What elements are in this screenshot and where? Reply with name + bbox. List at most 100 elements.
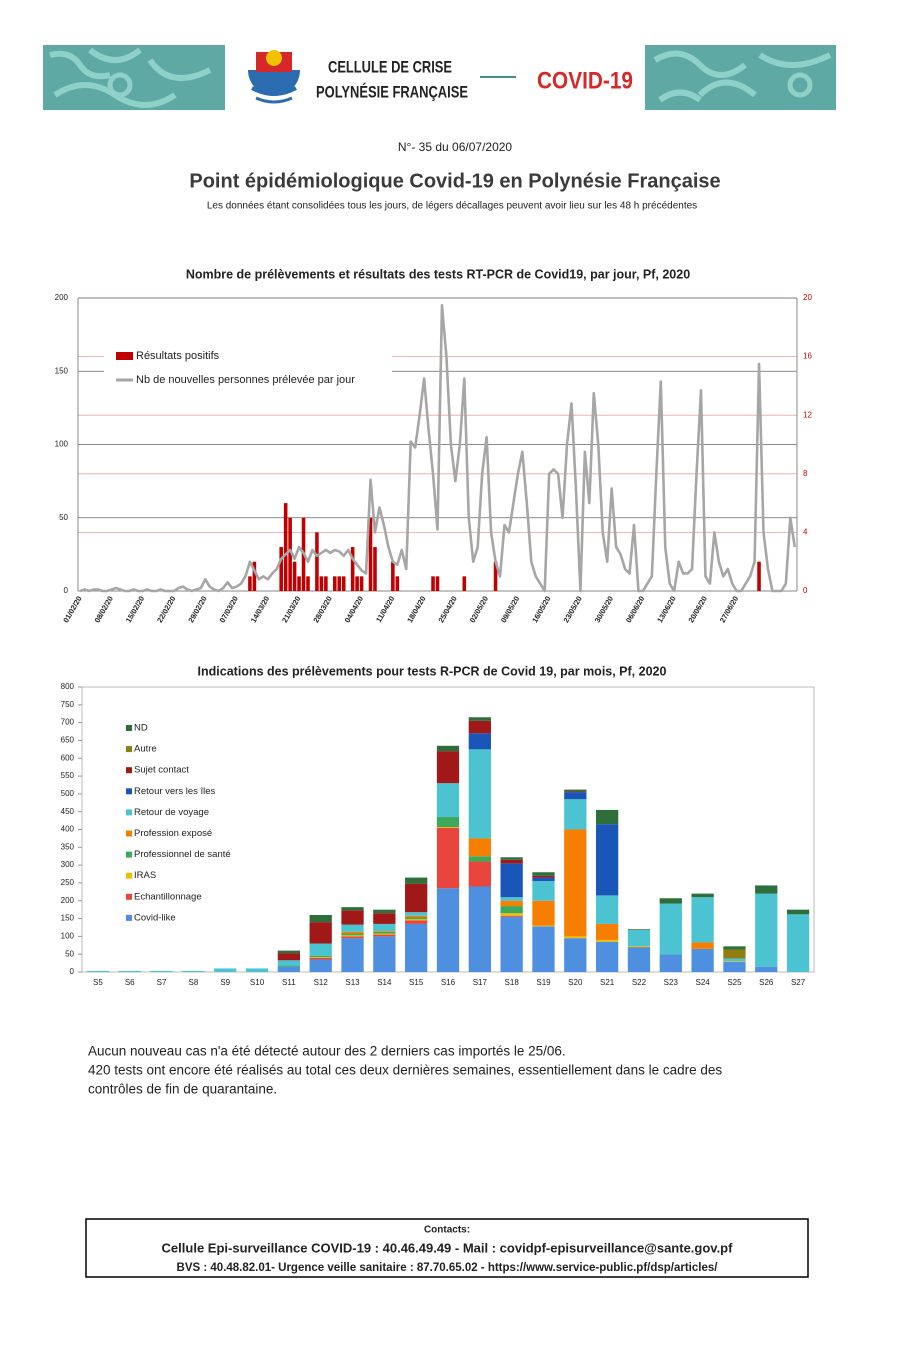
x-tick-label: S9 <box>220 978 230 987</box>
x-tick-label: S5 <box>93 978 103 987</box>
bar-segment <box>532 900 555 926</box>
bar-segment <box>564 938 587 972</box>
bar <box>368 517 373 591</box>
bar-segment <box>723 962 746 972</box>
bar-segment <box>786 909 810 915</box>
bar <box>359 576 364 591</box>
bar-segment <box>595 941 619 972</box>
line <box>79 304 797 593</box>
header-line-2: POLYNÉSIE FRANÇAISE <box>316 82 468 101</box>
bar-segment <box>436 745 460 752</box>
bar-segment <box>500 900 523 907</box>
bar <box>248 576 252 591</box>
x-tick-label: S25 <box>727 978 742 987</box>
bar <box>373 547 377 591</box>
bar-segment <box>468 720 491 734</box>
bar <box>341 576 346 591</box>
bar-segment <box>500 859 523 864</box>
bulletin-number: N°- 35 du 06/07/2020 <box>398 140 513 154</box>
legend-swatch <box>126 914 132 921</box>
bar <box>337 576 342 591</box>
legend-label: Echantillonnage <box>134 891 202 902</box>
header-line-1: CELLULE DE CRISE <box>328 57 452 76</box>
bar-segment <box>405 912 428 916</box>
bar-segment <box>309 915 332 923</box>
bar-segment <box>755 893 778 967</box>
bar-segment <box>691 897 714 943</box>
bar-segment <box>500 863 523 898</box>
contacts-heading: Contacts: <box>424 1225 470 1236</box>
bar-segment <box>277 960 301 966</box>
x-tick-label: S22 <box>632 978 647 987</box>
bar-segment <box>309 957 332 958</box>
bar-segment <box>277 950 301 954</box>
y-tick-label: 100 <box>55 440 69 449</box>
contacts-line: BVS : 40.48.82.01- Urgence veille sanita… <box>177 1262 719 1274</box>
chart-title: Indications des prélèvements pour tests … <box>198 664 667 678</box>
bar-segment <box>245 968 269 972</box>
body-text: 420 tests ont encore été réalisés au tot… <box>88 1063 722 1078</box>
legend-label: Professionnel de santé <box>134 849 231 860</box>
y-tick-label: 600 <box>61 753 75 762</box>
legend-swatch <box>126 830 132 837</box>
x-tick-label: S15 <box>409 978 424 987</box>
bar-segment <box>86 970 110 972</box>
y-tick-label: 400 <box>61 825 75 834</box>
x-tick-label: S6 <box>125 978 135 987</box>
bar-segment <box>532 925 555 927</box>
bar-segment <box>532 872 555 876</box>
legend-label: Autre <box>134 744 157 755</box>
bar-segment <box>691 893 714 898</box>
bar-segment <box>309 943 332 956</box>
bar-segment <box>373 923 396 932</box>
header-pattern-right <box>645 45 836 110</box>
x-tick-label: S7 <box>157 978 167 987</box>
bar-segment <box>755 885 778 894</box>
bar-segment <box>405 883 428 913</box>
bar-segment <box>532 926 555 972</box>
y-tick-label: 150 <box>55 366 69 375</box>
bar-segment <box>341 933 364 936</box>
bar <box>435 576 440 591</box>
bar-segment <box>468 733 491 750</box>
bar-segment <box>373 934 396 937</box>
bar-segment <box>341 907 364 911</box>
bar-segment <box>500 916 523 972</box>
bar-segment <box>405 915 428 918</box>
y-tick-label: 800 <box>61 682 75 691</box>
legend-swatch <box>126 893 132 900</box>
y-tick-label: 450 <box>61 807 75 816</box>
y-tick-label: 500 <box>61 789 75 798</box>
bar-segment <box>500 897 523 901</box>
y-tick-label: 700 <box>61 718 75 727</box>
x-tick-label: S27 <box>791 978 806 987</box>
bar <box>306 576 310 591</box>
bar-segment <box>468 838 491 857</box>
bar-segment <box>405 877 428 884</box>
bar-segment <box>405 917 428 920</box>
bar-segment <box>786 914 810 972</box>
legend-label: IRAS <box>134 870 156 881</box>
bar-segment <box>373 931 396 932</box>
bar-segment <box>500 906 523 914</box>
bar <box>462 576 467 591</box>
x-tick-label: S18 <box>505 978 520 987</box>
legend-swatch <box>126 788 132 795</box>
legend-label: Retour vers les îles <box>134 786 216 797</box>
bar-segment <box>182 970 205 972</box>
bar-segment <box>118 970 141 972</box>
bar-segment <box>341 936 364 939</box>
bar-segment <box>373 936 396 972</box>
x-tick-label: S19 <box>536 978 551 987</box>
y2-tick-label: 20 <box>803 293 812 302</box>
legend-swatch <box>116 352 133 360</box>
legend-label: Retour de voyage <box>134 807 209 818</box>
x-tick-label: S23 <box>664 978 679 987</box>
bar-segment <box>468 861 491 887</box>
bar-segment <box>500 913 523 916</box>
bar-segment <box>659 954 682 972</box>
bar-segment <box>341 935 364 937</box>
bar-segment <box>405 919 428 921</box>
